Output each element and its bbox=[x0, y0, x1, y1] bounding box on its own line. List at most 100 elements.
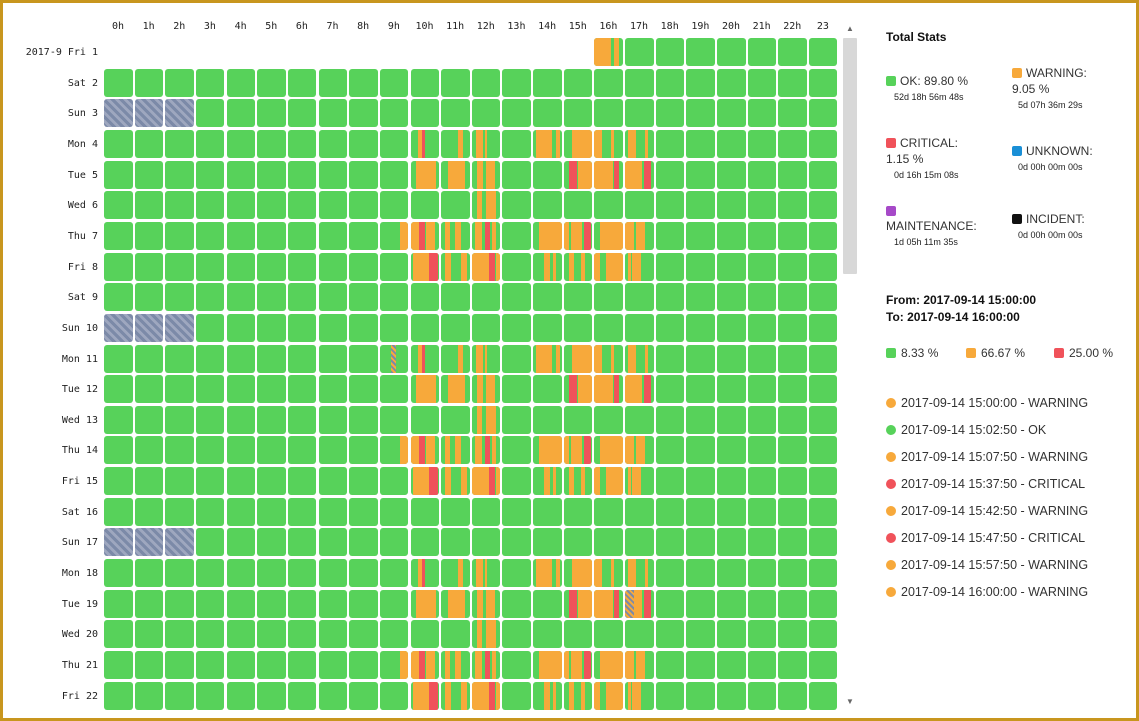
hour-cell[interactable] bbox=[104, 467, 133, 496]
hour-cell[interactable] bbox=[778, 559, 807, 588]
hour-cell[interactable] bbox=[349, 467, 378, 496]
hour-cell[interactable] bbox=[717, 528, 746, 557]
hour-cell[interactable] bbox=[808, 620, 838, 649]
event-row[interactable]: 2017-09-14 15:42:50 - WARNING bbox=[886, 504, 1088, 518]
hour-cell[interactable] bbox=[287, 620, 317, 649]
hour-cell[interactable] bbox=[625, 681, 654, 710]
hour-cell[interactable] bbox=[808, 467, 838, 496]
hour-cell[interactable] bbox=[410, 191, 439, 220]
hour-cell[interactable] bbox=[717, 38, 746, 66]
hour-cell[interactable] bbox=[686, 620, 715, 649]
hour-cell[interactable] bbox=[808, 68, 838, 97]
hour-cell[interactable] bbox=[441, 99, 470, 128]
hour-cell[interactable] bbox=[502, 68, 531, 97]
hour-cell[interactable] bbox=[318, 191, 348, 220]
hour-cell[interactable] bbox=[226, 221, 256, 250]
maintenance-cell[interactable] bbox=[104, 528, 133, 557]
hour-cell[interactable] bbox=[655, 129, 685, 158]
hour-cell[interactable] bbox=[104, 497, 133, 526]
event-row[interactable]: 2017-09-14 16:00:00 - WARNING bbox=[886, 585, 1088, 599]
hour-cell[interactable] bbox=[747, 497, 777, 526]
hour-cell[interactable] bbox=[165, 405, 194, 434]
hour-cell[interactable] bbox=[747, 191, 777, 220]
hour-cell[interactable] bbox=[257, 559, 286, 588]
hour-cell[interactable] bbox=[655, 436, 685, 465]
hour-cell[interactable] bbox=[655, 528, 685, 557]
hour-cell[interactable] bbox=[134, 497, 164, 526]
hour-cell[interactable] bbox=[502, 651, 531, 679]
hour-cell[interactable] bbox=[257, 528, 286, 557]
hour-cell[interactable] bbox=[134, 405, 164, 434]
hour-cell[interactable] bbox=[625, 99, 654, 128]
hour-cell[interactable] bbox=[594, 467, 623, 496]
hour-cell[interactable] bbox=[441, 252, 470, 281]
hour-cell[interactable] bbox=[349, 191, 378, 220]
hour-cell[interactable] bbox=[502, 313, 531, 342]
hour-cell[interactable] bbox=[594, 589, 623, 618]
hour-cell[interactable] bbox=[686, 528, 715, 557]
hour-cell[interactable] bbox=[594, 651, 623, 679]
event-row[interactable]: 2017-09-14 15:57:50 - WARNING bbox=[886, 558, 1088, 572]
hour-cell[interactable] bbox=[410, 283, 439, 312]
maintenance-cell[interactable] bbox=[134, 528, 164, 557]
hour-cell[interactable] bbox=[318, 620, 348, 649]
hour-cell[interactable] bbox=[747, 221, 777, 250]
hour-cell[interactable] bbox=[533, 252, 562, 281]
hour-cell[interactable] bbox=[410, 559, 439, 588]
hour-cell[interactable] bbox=[655, 68, 685, 97]
hour-cell[interactable] bbox=[226, 313, 256, 342]
hour-cell[interactable] bbox=[441, 68, 470, 97]
hour-cell[interactable] bbox=[717, 313, 746, 342]
hour-cell[interactable] bbox=[349, 252, 378, 281]
hour-cell[interactable] bbox=[379, 405, 409, 434]
hour-cell[interactable] bbox=[594, 99, 623, 128]
hour-cell[interactable] bbox=[257, 129, 286, 158]
hour-cell[interactable] bbox=[134, 559, 164, 588]
hour-cell[interactable] bbox=[655, 559, 685, 588]
hour-cell[interactable] bbox=[134, 68, 164, 97]
hour-cell[interactable] bbox=[471, 313, 501, 342]
hour-cell[interactable] bbox=[134, 620, 164, 649]
hour-cell[interactable] bbox=[257, 252, 286, 281]
hour-cell[interactable] bbox=[104, 191, 133, 220]
hour-cell[interactable] bbox=[471, 436, 501, 465]
hour-cell[interactable] bbox=[747, 252, 777, 281]
hour-cell[interactable] bbox=[226, 68, 256, 97]
hour-cell[interactable] bbox=[379, 620, 409, 649]
hour-cell[interactable] bbox=[686, 651, 715, 679]
hour-cell[interactable] bbox=[441, 191, 470, 220]
hour-cell[interactable] bbox=[563, 651, 593, 679]
hour-cell[interactable] bbox=[778, 589, 807, 618]
hour-cell[interactable] bbox=[747, 405, 777, 434]
hour-cell[interactable] bbox=[778, 375, 807, 404]
hour-cell[interactable] bbox=[594, 375, 623, 404]
hour-cell[interactable] bbox=[686, 375, 715, 404]
hour-cell[interactable] bbox=[655, 375, 685, 404]
hour-cell[interactable] bbox=[318, 651, 348, 679]
hour-cell[interactable] bbox=[502, 129, 531, 158]
hour-cell[interactable] bbox=[349, 651, 378, 679]
hour-cell[interactable] bbox=[349, 620, 378, 649]
event-row[interactable]: 2017-09-14 15:47:50 - CRITICAL bbox=[886, 531, 1085, 545]
hour-cell[interactable] bbox=[287, 497, 317, 526]
hour-cell[interactable] bbox=[226, 375, 256, 404]
hour-cell[interactable] bbox=[257, 375, 286, 404]
hour-cell[interactable] bbox=[195, 405, 225, 434]
hour-cell[interactable] bbox=[471, 68, 501, 97]
hour-cell[interactable] bbox=[318, 497, 348, 526]
hour-cell[interactable] bbox=[349, 405, 378, 434]
hour-cell[interactable] bbox=[134, 375, 164, 404]
hour-cell[interactable] bbox=[226, 620, 256, 649]
hour-cell[interactable] bbox=[778, 283, 807, 312]
hour-cell[interactable] bbox=[625, 191, 654, 220]
hour-cell[interactable] bbox=[195, 344, 225, 373]
hour-cell[interactable] bbox=[686, 221, 715, 250]
hour-cell[interactable] bbox=[441, 221, 470, 250]
hour-cell[interactable] bbox=[441, 160, 470, 189]
hour-cell[interactable] bbox=[502, 436, 531, 465]
hour-cell[interactable] bbox=[257, 191, 286, 220]
hour-cell[interactable] bbox=[717, 344, 746, 373]
hour-cell[interactable] bbox=[257, 99, 286, 128]
hour-cell[interactable] bbox=[747, 38, 777, 66]
hour-cell[interactable] bbox=[104, 129, 133, 158]
